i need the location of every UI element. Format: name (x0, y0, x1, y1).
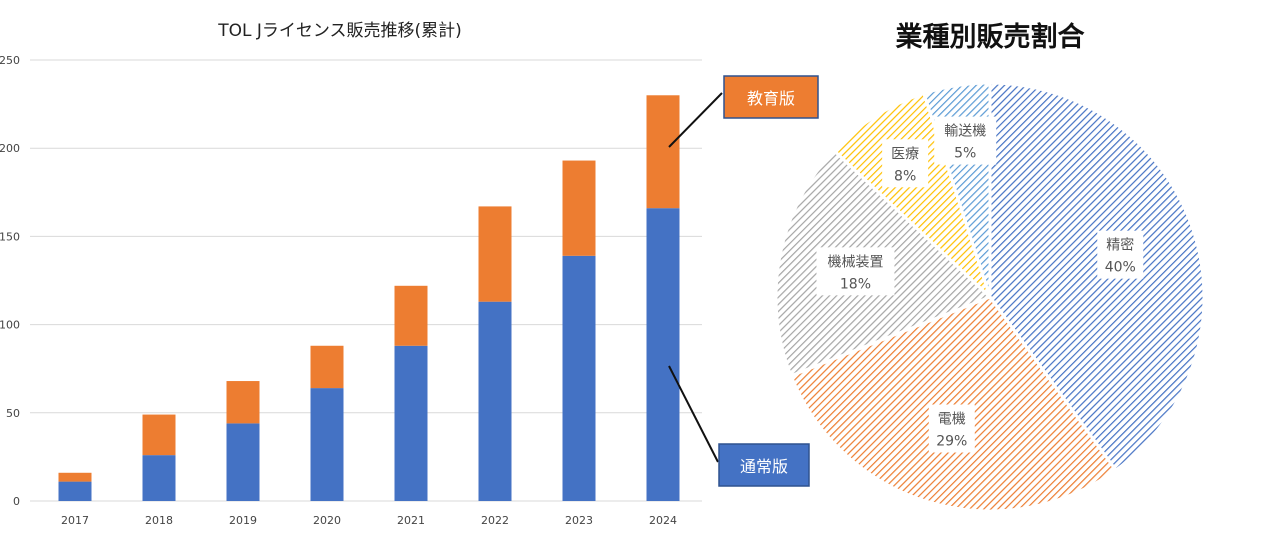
bar-kyoiku (226, 381, 260, 424)
bar-grid (30, 59, 702, 502)
y-tick-label: 0 (13, 495, 20, 508)
x-tick-label: 2023 (565, 514, 593, 527)
pie-slice (789, 295, 1118, 513)
pie-slice-percent: 40% (1105, 260, 1136, 276)
bar-tsujo (142, 455, 176, 501)
legend-box-tsujo (718, 443, 810, 487)
y-axis-ticks: 0 50 100 150 200 250 (0, 54, 20, 508)
legend-leader-tsujo (668, 365, 719, 463)
pie-slice-percent: 5% (954, 146, 976, 162)
bar-kyoiku (394, 285, 428, 346)
legend-label-kyoiku: 教育版 (747, 89, 795, 108)
y-tick-label: 250 (0, 54, 20, 67)
x-tick-label: 2022 (481, 514, 509, 527)
bar-tsujo (562, 255, 596, 501)
x-tick-label: 2021 (397, 514, 425, 527)
bar-kyoiku (478, 206, 512, 302)
pie-label-box (1097, 230, 1144, 279)
pie-slice-label: 精密 (1106, 237, 1134, 254)
pie-slice (988, 81, 1206, 473)
bar-tsujo (394, 345, 428, 501)
pie-label-box (928, 404, 975, 453)
pie-slice-label: 輸送機 (944, 124, 986, 140)
legend-box-kyoiku (723, 75, 819, 119)
x-tick-label: 2017 (61, 514, 89, 527)
pie-label-box (882, 139, 929, 188)
pie-labels: 精密 40% 電機 29% 機械装置 18% 医療 8% 輸送機 5% (816, 116, 1144, 453)
pie-slice-label: 電機 (938, 412, 966, 428)
bar-tsujo (478, 301, 512, 501)
bar-kyoiku (58, 472, 92, 482)
x-tick-label: 2020 (313, 514, 341, 527)
bar-kyoiku (310, 345, 344, 389)
pie-slice-label: 機械装置 (827, 254, 883, 270)
pie-chart-title: 業種別販売割合 (896, 21, 1085, 53)
bar-kyoiku (562, 160, 596, 256)
y-tick-label: 150 (0, 230, 20, 243)
x-tick-label: 2018 (145, 514, 173, 527)
x-axis-ticks: 2017 2018 2019 2020 2021 2022 2023 2024 (61, 514, 677, 527)
bar-tsujo (226, 423, 260, 501)
y-tick-label: 50 (6, 407, 20, 420)
pie-slice-percent: 29% (936, 434, 967, 450)
bar-chart-title: TOL Jライセンス販売推移(累計) (217, 21, 462, 41)
pie-slice-label: 医療 (891, 145, 919, 162)
x-tick-label: 2024 (649, 514, 677, 527)
bar-tsujo (310, 388, 344, 501)
pie-slice-percent: 18% (840, 276, 871, 292)
legend-leader-kyoiku (668, 92, 723, 148)
pie-slice-percent: 8% (894, 168, 916, 184)
bar-tsujo (58, 481, 92, 501)
pie-label-box (816, 247, 895, 296)
pie-label-box (934, 116, 997, 165)
bar-kyoiku (142, 414, 176, 456)
bar-tsujo (646, 208, 680, 501)
x-tick-label: 2019 (229, 514, 257, 527)
bar-kyoiku (646, 95, 680, 209)
y-tick-label: 100 (0, 319, 20, 332)
y-tick-label: 200 (0, 142, 20, 155)
pie-slice (831, 91, 992, 299)
bar-marks (58, 95, 680, 501)
legend: 教育版 通常版 (668, 75, 819, 487)
legend-label-tsujo: 通常版 (740, 457, 788, 476)
pie-chart: 業種別販売割合 精密 40% 電機 29% 機械装置 18% 医療 8% 輸送機 5% (774, 21, 1206, 513)
